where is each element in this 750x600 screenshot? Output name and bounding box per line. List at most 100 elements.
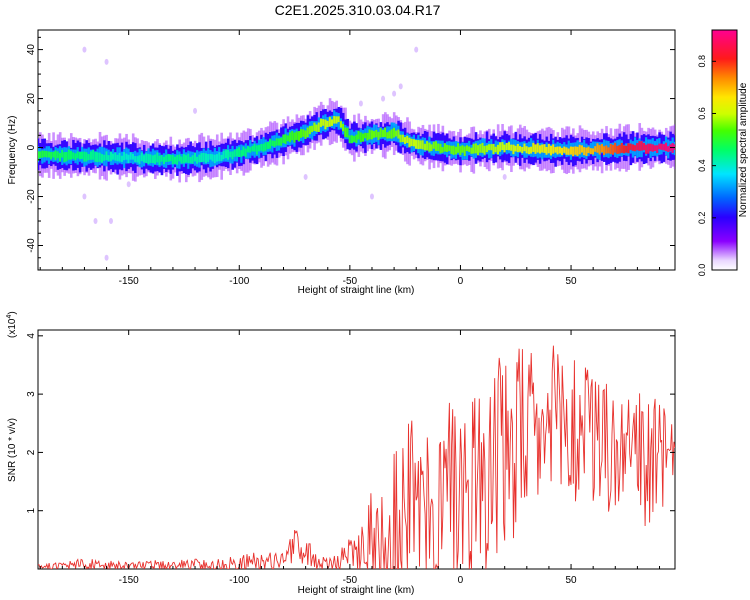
- spectrogram-cell: [428, 142, 431, 152]
- snr-series-line: [38, 345, 675, 569]
- spectrogram-cell: [510, 144, 513, 151]
- spectrogram-cell: [158, 155, 162, 166]
- spectrogram-cell: [165, 154, 168, 162]
- spectrogram-cell: [123, 151, 126, 161]
- spectrogram-cell: [359, 132, 363, 143]
- spectrogram-cell: [505, 143, 509, 151]
- spectrogram-cell: [605, 145, 608, 154]
- spectrogram-cell: [472, 143, 476, 154]
- spectrogram-cell: [629, 143, 633, 150]
- spectrogram-cell: [85, 152, 89, 162]
- spectrogram-cell: [45, 150, 49, 158]
- spectrogram-cell: [631, 144, 635, 151]
- spectrogram-cell: [275, 138, 279, 146]
- spectrogram-cell: [118, 152, 122, 162]
- spectrogram-cell: [246, 146, 250, 153]
- spectrogram-cell: [313, 122, 316, 131]
- colorbar-tick-label: 0.0: [697, 264, 707, 277]
- snr-y-tick-label: 3: [26, 391, 37, 397]
- spectrogram-cell: [311, 125, 314, 133]
- spectrogram-cell: [240, 150, 243, 157]
- spectrogram-cell: [388, 130, 392, 139]
- spectrogram-cell: [342, 123, 345, 132]
- spectrogram-speckle: [303, 173, 308, 180]
- spectrogram-cell: [56, 151, 60, 159]
- spectrogram-cell: [335, 116, 338, 124]
- spectrogram-cell: [572, 146, 575, 157]
- spectrogram-cell: [567, 148, 571, 155]
- spectrogram-cell: [660, 143, 664, 150]
- spectrogram-cell: [105, 151, 108, 161]
- spectrogram-cell: [227, 149, 230, 160]
- spectrogram-cell: [465, 145, 469, 152]
- spectrogram-cell: [193, 152, 197, 162]
- spectrogram-x-tick-label: -50: [343, 276, 358, 287]
- snr-plot-area: [37, 329, 676, 570]
- spectrogram-speckle: [82, 193, 87, 200]
- spectrogram-cell: [558, 146, 562, 154]
- spectrogram-panel: -150 -100 -50 0 50 -40 -20 0 20 40 Height of stra…: [7, 29, 676, 296]
- spectrogram-cell: [523, 143, 526, 152]
- spectrogram-cell: [611, 144, 615, 155]
- spectrogram-cell: [448, 145, 451, 152]
- spectrogram-cell: [620, 142, 624, 153]
- spectrogram-cell: [589, 148, 593, 155]
- spectrogram-cell: [547, 143, 551, 154]
- spectrogram-cell: [534, 144, 538, 154]
- spectrogram-cell: [474, 143, 478, 154]
- spectrogram-cell: [481, 142, 484, 153]
- spectrogram-cell: [269, 138, 272, 149]
- page-title: C2E1.2025.310.03.04.R17: [274, 2, 441, 18]
- spectrogram-cell: [266, 142, 270, 149]
- spectrogram-cell: [636, 143, 639, 151]
- spectrogram-cell: [538, 145, 542, 154]
- spectrogram-cell: [423, 143, 427, 151]
- spectrogram-cell: [78, 151, 82, 160]
- spectrogram-cell: [450, 145, 454, 154]
- spectrogram-speckle: [104, 254, 109, 261]
- spectrogram-cell: [649, 143, 653, 152]
- spectrogram-cell: [415, 140, 418, 149]
- spectrogram-cell: [202, 152, 206, 162]
- colorbar-ticks: 0.0 0.2 0.4 0.6 0.8: [697, 55, 716, 276]
- spectrogram-cell: [58, 153, 62, 162]
- spectrogram-cell: [293, 132, 296, 143]
- spectrogram-cell: [470, 147, 473, 154]
- spectrogram-cell: [476, 145, 480, 156]
- spectrogram-cell: [410, 138, 414, 147]
- spectrogram-cell: [300, 129, 303, 138]
- snr-marks: [38, 345, 675, 569]
- spectrogram-cell: [501, 142, 504, 151]
- spectrogram-cell: [625, 145, 628, 153]
- spectrogram-cell: [92, 149, 95, 160]
- spectrogram-cell: [138, 155, 142, 164]
- spectrogram-cell: [563, 146, 566, 153]
- spectrogram-cell: [434, 141, 438, 151]
- spectrogram-cell: [569, 146, 573, 155]
- spectrogram-cell: [412, 139, 416, 147]
- spectrogram-marks: [38, 46, 675, 261]
- spectrogram-cell: [591, 148, 595, 155]
- spectrogram-cell: [364, 132, 367, 139]
- spectrogram-cell: [384, 127, 387, 138]
- spectrogram-cell: [392, 127, 396, 138]
- spectrogram-cell: [594, 146, 597, 152]
- spectrogram-cell: [260, 143, 263, 151]
- colorbar-tick-label: 0.6: [697, 107, 707, 120]
- spectrogram-cell: [189, 156, 193, 164]
- spectrogram-cell: [89, 151, 93, 160]
- spectrogram-cell: [83, 151, 86, 162]
- spectrogram-cell: [154, 154, 157, 164]
- spectrogram-cell: [72, 152, 75, 159]
- snr-x-axis-label: Height of straight line (km): [298, 585, 415, 596]
- spectrogram-cell: [330, 119, 334, 126]
- spectrogram-cell: [204, 153, 208, 164]
- spectrogram-cell: [249, 147, 252, 153]
- colorbar-label: Normalized spectral amplitude: [738, 82, 749, 217]
- spectrogram-cell: [222, 150, 226, 160]
- spectrogram-cell: [463, 146, 467, 156]
- spectrogram-cell: [306, 127, 310, 138]
- spectrogram-cell: [337, 116, 341, 123]
- spectrogram-cell: [120, 155, 124, 162]
- spectrogram-cell: [147, 153, 150, 164]
